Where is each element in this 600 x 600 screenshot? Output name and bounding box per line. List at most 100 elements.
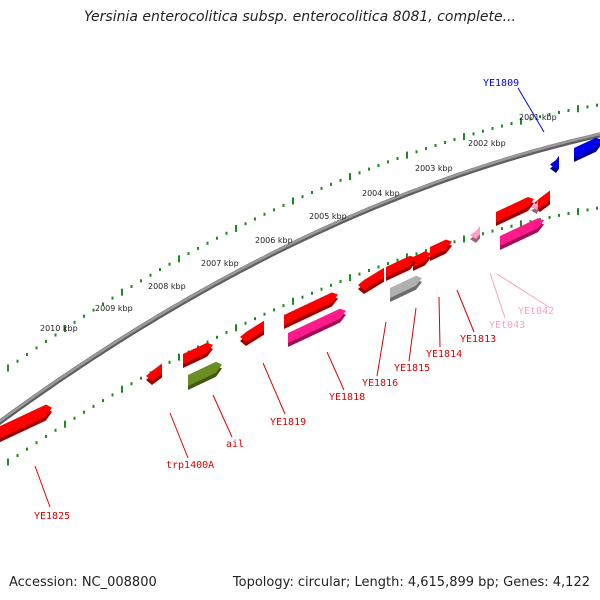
gene-label-yet043: YEt043 — [489, 320, 525, 331]
kbp-label: 2001 kbp — [519, 113, 557, 122]
feature-ye1819 — [240, 320, 264, 346]
outer-tick — [54, 333, 57, 337]
inner-tick — [168, 360, 171, 364]
feature-ye1825 — [0, 404, 52, 443]
outer-tick — [586, 105, 589, 109]
accession-text: Accession: NC_008800 — [9, 575, 157, 590]
gene-label-ail-leader — [212, 394, 233, 438]
inner-tick — [358, 272, 361, 276]
kbp-label: 2002 kbp — [468, 139, 506, 148]
outer-tick — [377, 164, 380, 167]
feature-pseudo-face — [390, 275, 422, 298]
gene-label-ye1816-leader — [376, 321, 387, 377]
inner-tick — [140, 376, 142, 380]
inner-tick — [463, 235, 465, 243]
outer-tick — [149, 273, 152, 277]
feature-ail — [183, 342, 213, 368]
outer-tick — [567, 109, 570, 112]
feature-ye1818 — [284, 292, 338, 329]
inner-tick — [16, 454, 19, 457]
feature-ye1816 — [386, 255, 416, 281]
outer-tick — [26, 353, 28, 356]
feature-rrna-1 — [500, 218, 544, 250]
outer-tick — [311, 191, 313, 194]
inner-tick — [368, 269, 370, 272]
inner-tick — [45, 435, 47, 438]
inner-tick — [216, 335, 218, 339]
inner-tick — [482, 232, 484, 236]
inner-tick — [510, 224, 513, 228]
kbp-label: 2004 kbp — [362, 189, 400, 198]
inner-tick — [596, 206, 598, 210]
feature-ye1809-face — [574, 137, 600, 158]
outer-tick — [520, 117, 522, 125]
outer-tick — [330, 182, 332, 186]
inner-tick — [73, 416, 76, 420]
feature-ye1814-face — [430, 239, 452, 257]
inner-tick — [206, 340, 209, 344]
outer-tick — [187, 252, 190, 256]
inner-tick — [178, 353, 180, 361]
outer-tick — [140, 279, 142, 283]
outer-tick — [472, 132, 475, 136]
feature-ye1815 — [413, 251, 431, 271]
outer-tick — [130, 285, 133, 288]
topology-summary: Topology: circular; Length: 4,615,899 bp… — [232, 575, 590, 590]
feature-rrna-2 — [288, 308, 346, 347]
outer-tick — [358, 171, 361, 175]
inner-tick — [320, 287, 323, 291]
outer-tick — [225, 231, 228, 235]
gene-label-ye1819: YE1819 — [270, 417, 306, 428]
feature-misc-face — [188, 361, 222, 386]
outer-tick — [349, 173, 351, 181]
feature-ye1819-face — [240, 320, 264, 342]
outer-tick — [292, 197, 294, 205]
outer-tick — [368, 167, 370, 171]
outer-tick — [64, 325, 66, 333]
inner-tick — [339, 280, 342, 283]
outer-tick — [263, 212, 266, 216]
inner-tick — [130, 382, 133, 386]
gene-label-yet042: YEt042 — [518, 306, 554, 317]
inner-tick — [586, 208, 589, 212]
kbp-label: 2005 kbp — [309, 212, 347, 221]
outer-tick — [102, 302, 104, 306]
inner-tick — [415, 252, 418, 256]
inner-tick — [244, 321, 247, 325]
feature-yet042 — [531, 199, 538, 214]
outer-tick — [406, 151, 408, 159]
outer-tick-track — [7, 103, 598, 372]
inner-tick — [520, 220, 522, 228]
feature-pseudo — [390, 275, 422, 302]
gene-label-ye1819-leader — [262, 362, 286, 415]
gene-label-ye1815: YE1815 — [394, 363, 430, 374]
feature-yet042-side — [531, 203, 538, 214]
feature-yet042-face — [531, 199, 538, 210]
outer-tick — [282, 203, 285, 207]
outer-tick — [111, 296, 114, 300]
gene-label-ye1809-leader — [517, 87, 545, 133]
inner-tick — [7, 458, 9, 466]
inner-tick — [387, 262, 389, 266]
feature-ye1815-face — [413, 251, 431, 267]
outer-tick — [463, 133, 465, 141]
outer-tick — [529, 117, 532, 121]
feature-ye1816-face — [386, 255, 416, 277]
inner-tick — [54, 428, 57, 432]
outer-tick — [387, 160, 389, 164]
feature-ail-face — [183, 342, 213, 364]
inner-tick — [282, 304, 285, 308]
feature-ye1813-face — [496, 197, 534, 222]
inner-tick — [377, 265, 380, 269]
kbp-labels: 2010 kbp 2009 kbp 2008 kbp 2007 kbp 2006 kbp… — [40, 113, 557, 333]
gene-label-ye1825-leader — [34, 465, 51, 508]
feature-ye1813 — [496, 197, 534, 226]
outer-tick — [482, 129, 484, 133]
inner-tick — [301, 295, 304, 299]
feature-trp1400a — [146, 363, 162, 385]
outer-tick — [558, 111, 560, 114]
outer-tick — [396, 157, 399, 160]
inner-tick — [26, 447, 28, 451]
kbp-label: 2010 kbp — [40, 324, 78, 333]
